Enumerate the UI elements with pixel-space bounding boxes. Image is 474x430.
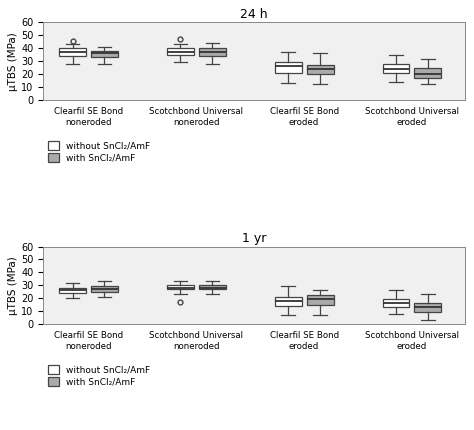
PathPatch shape — [383, 64, 410, 73]
PathPatch shape — [59, 288, 86, 293]
Title: 1 yr: 1 yr — [242, 232, 266, 246]
PathPatch shape — [167, 48, 194, 55]
PathPatch shape — [91, 51, 118, 57]
PathPatch shape — [383, 299, 410, 307]
PathPatch shape — [199, 48, 226, 56]
PathPatch shape — [59, 48, 86, 56]
Y-axis label: μTBS (MPa): μTBS (MPa) — [9, 256, 18, 315]
PathPatch shape — [307, 295, 334, 304]
PathPatch shape — [275, 297, 301, 306]
Legend: without SnCl₂/AmF, with SnCl₂/AmF: without SnCl₂/AmF, with SnCl₂/AmF — [48, 141, 150, 163]
PathPatch shape — [414, 303, 441, 312]
Y-axis label: μTBS (MPa): μTBS (MPa) — [9, 32, 18, 91]
Title: 24 h: 24 h — [240, 8, 268, 22]
PathPatch shape — [91, 286, 118, 292]
PathPatch shape — [275, 62, 301, 73]
PathPatch shape — [167, 285, 194, 289]
PathPatch shape — [414, 68, 441, 78]
PathPatch shape — [199, 285, 226, 289]
PathPatch shape — [307, 65, 334, 74]
Legend: without SnCl₂/AmF, with SnCl₂/AmF: without SnCl₂/AmF, with SnCl₂/AmF — [48, 366, 150, 387]
